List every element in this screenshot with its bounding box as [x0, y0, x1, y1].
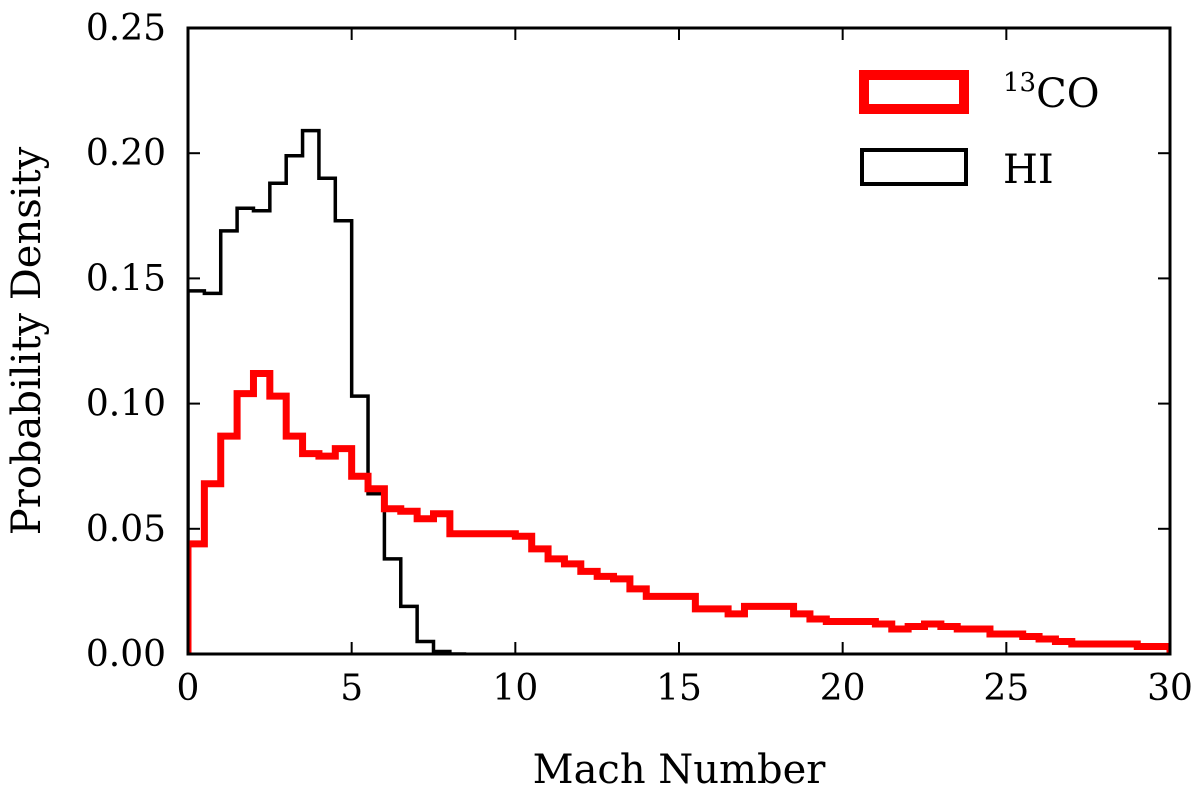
x-tick-label: 5 [340, 668, 363, 709]
legend-label-13co: 13CO [1003, 68, 1100, 117]
legend-label-13co-main: CO [1036, 71, 1099, 117]
y-tick-label: 0.15 [86, 258, 166, 299]
x-tick-label: 15 [656, 668, 702, 709]
x-tick-label: 30 [1147, 668, 1193, 709]
x-tick-label: 25 [983, 668, 1029, 709]
x-tick-label: 0 [177, 668, 200, 709]
plot-frame [186, 26, 1172, 656]
y-tick-label: 0.25 [86, 8, 166, 49]
legend-label-hi: HI [1003, 147, 1054, 193]
series-hi-step-line [188, 128, 467, 655]
y-axis-title: Probability Density [4, 146, 50, 535]
x-axis-title: Mach Number [533, 747, 827, 792]
legend-swatch-hi [860, 148, 968, 186]
series-13co-step-line [188, 370, 1170, 654]
x-tick-label: 20 [820, 668, 866, 709]
series-layer [188, 128, 1170, 655]
y-tick-label: 0.00 [86, 634, 166, 675]
y-tick-label: 0.20 [86, 133, 166, 174]
ticks-layer: 0 5 10 15 20 25 30 0.00 0.05 0.10 0.15 0.20 0.25 [86, 8, 1193, 709]
legend-swatch-13co [859, 70, 969, 114]
x-tick-label: 10 [492, 668, 538, 709]
y-tick-label: 0.05 [86, 509, 166, 550]
legend-label-13co-sup: 13 [1003, 68, 1036, 98]
y-tick-label: 0.10 [86, 384, 166, 425]
legend: 13CO HI [859, 68, 1100, 193]
